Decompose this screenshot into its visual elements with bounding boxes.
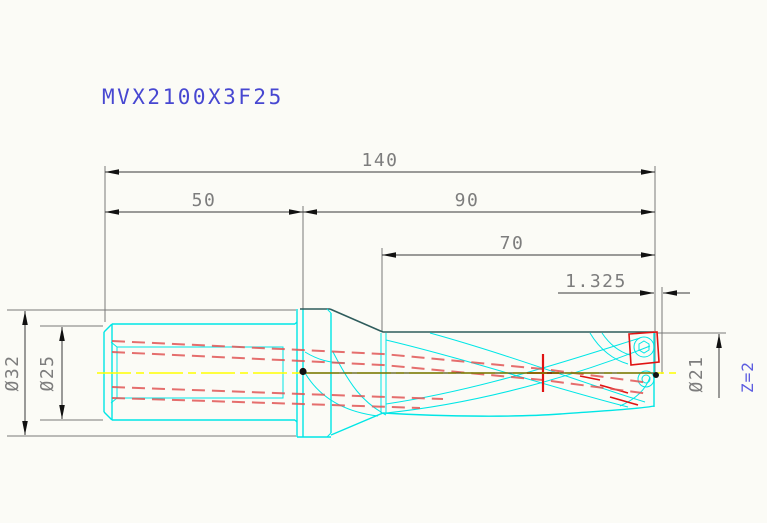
dimension-shank-diameter: Ø25 xyxy=(37,327,65,419)
torx-screw-outer xyxy=(633,336,655,358)
dim-label-dia21: Ø21 xyxy=(686,355,707,392)
dim-label-50: 50 xyxy=(192,190,217,211)
arrowhead xyxy=(716,334,722,348)
flute-runout xyxy=(304,351,346,364)
center-screw-inner xyxy=(641,374,651,384)
flute-spiral xyxy=(385,339,629,408)
arrowhead xyxy=(59,327,65,341)
dimension-flange-diameter: Ø32 xyxy=(2,311,28,435)
torx-screw-socket xyxy=(638,340,650,354)
drill-flute-body xyxy=(304,308,655,436)
arrowhead xyxy=(22,311,28,325)
arrowhead xyxy=(289,209,303,215)
drawing-title: MVX2100X3F25 xyxy=(102,85,284,109)
dimension-overall-length: 140 xyxy=(105,150,655,175)
drill-inserts xyxy=(579,331,660,406)
dim-label-70: 70 xyxy=(500,233,525,254)
arrowhead xyxy=(382,252,396,258)
dim-label-1-325: 1.325 xyxy=(565,271,627,292)
arrowhead xyxy=(641,169,655,175)
arrowhead xyxy=(663,290,677,296)
dim-label-dia32: Ø32 xyxy=(2,354,23,391)
arrowhead xyxy=(641,252,655,258)
arrowhead xyxy=(303,209,317,215)
dimension-flute-length: 70 xyxy=(382,233,655,258)
arrowhead xyxy=(641,209,655,215)
extension-lines xyxy=(7,166,726,437)
dimension-shank-length: 50 xyxy=(105,190,303,215)
arrowhead xyxy=(59,405,65,419)
arrowhead xyxy=(105,169,119,175)
datum-dot-tip xyxy=(653,372,659,378)
datum-points xyxy=(299,367,659,378)
dimension-cutting-diameter: Ø21 xyxy=(686,334,722,398)
dimension-insert-offset: 1.325 xyxy=(558,271,690,296)
flute-spiral xyxy=(429,332,646,403)
center-screw-outer xyxy=(637,370,655,388)
datum-dot-flange-face xyxy=(299,367,307,376)
arrowhead xyxy=(105,209,119,215)
dim-label-dia25: Ø25 xyxy=(37,354,58,391)
dim-label-140: 140 xyxy=(361,150,398,171)
insert-pocket xyxy=(589,332,629,365)
peripheral-insert xyxy=(628,331,660,366)
flute-runout xyxy=(332,351,387,416)
arrowhead xyxy=(22,421,28,435)
shank-inner-bore xyxy=(116,346,284,399)
dim-label-90: 90 xyxy=(455,190,480,211)
drill-shank xyxy=(103,323,295,421)
flute-count-label: Z=2 xyxy=(738,361,757,393)
arrowhead xyxy=(640,290,654,296)
flute-runout xyxy=(304,372,379,417)
dimension-body-length: 90 xyxy=(303,190,655,215)
insert-pocket xyxy=(601,332,631,356)
